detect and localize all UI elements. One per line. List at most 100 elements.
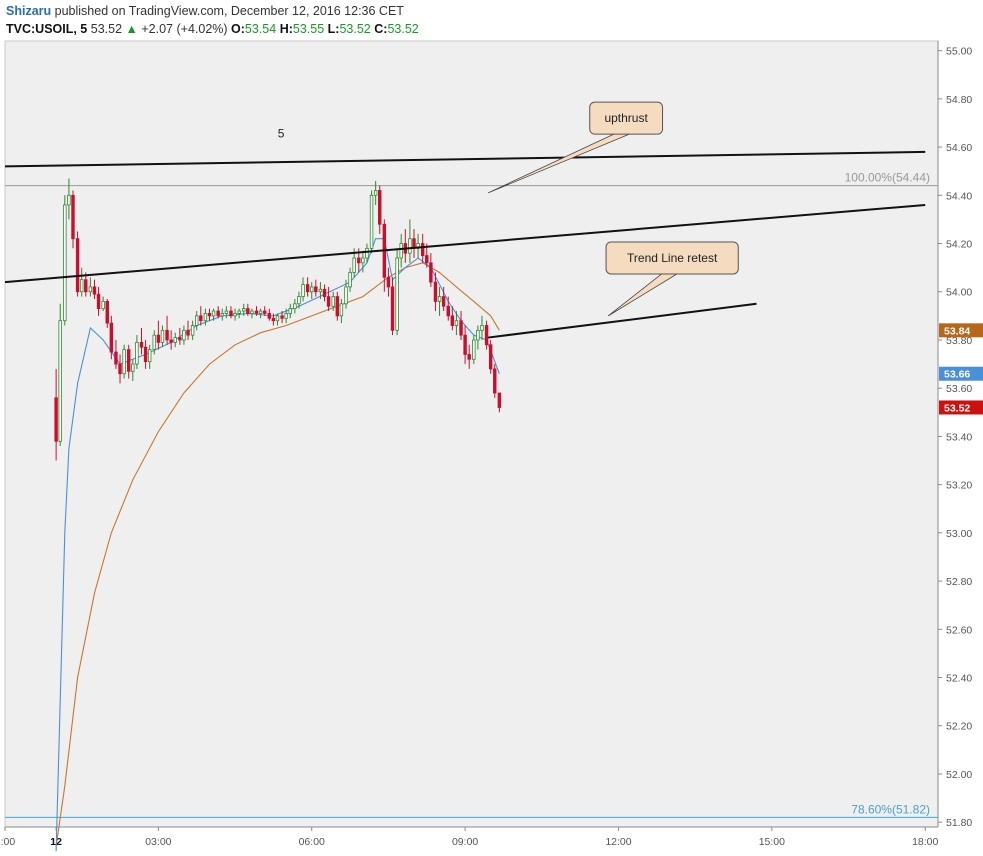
candle-body xyxy=(365,247,369,259)
candle-body xyxy=(267,313,272,319)
y-tick-label: 52.60 xyxy=(946,624,972,636)
candle-body xyxy=(216,310,220,317)
author-link[interactable]: Shizaru xyxy=(6,4,52,18)
candle-body xyxy=(114,351,118,365)
price-label-badge xyxy=(939,400,983,415)
candle-body xyxy=(463,334,467,355)
candle-body xyxy=(152,334,156,351)
candle-body xyxy=(373,190,378,196)
high-value: 53.55 xyxy=(292,22,325,36)
candle-body xyxy=(437,296,442,302)
y-tick-label: 52.80 xyxy=(946,576,972,588)
candle-body xyxy=(182,329,186,341)
x-tick-label: 18:00 xyxy=(912,836,938,848)
candle-body xyxy=(254,310,259,314)
candle-body xyxy=(476,329,480,341)
symbol-label[interactable]: TVC:USOIL, 5 xyxy=(6,22,88,36)
candle-body xyxy=(109,322,114,353)
candle-body xyxy=(399,243,403,259)
candle-body xyxy=(84,279,88,293)
candle-body xyxy=(335,296,340,317)
candle-body xyxy=(250,310,254,314)
candle-body xyxy=(467,354,471,360)
y-tick-label: 54.60 xyxy=(946,142,972,154)
candle-body xyxy=(118,363,122,375)
candle-body xyxy=(488,344,493,370)
x-tick-label: 03:00 xyxy=(145,836,171,848)
y-tick-label: 55.00 xyxy=(946,46,972,58)
candle-body xyxy=(314,286,318,293)
candle-body xyxy=(395,257,399,331)
candle-body xyxy=(67,194,71,206)
candle-body xyxy=(318,288,323,293)
y-tick-label: 52.20 xyxy=(946,721,972,733)
candle-body xyxy=(297,296,301,305)
callout-box xyxy=(589,101,664,135)
candle-body xyxy=(92,286,97,295)
candle-body xyxy=(459,320,463,336)
change-value: +2.07 (+4.02%) xyxy=(141,22,228,36)
candle-body xyxy=(454,320,459,326)
candle-body xyxy=(408,238,412,254)
low-label: L: xyxy=(327,22,340,36)
candle-body xyxy=(131,363,135,372)
plot-area xyxy=(4,40,939,828)
candle-body xyxy=(326,296,331,307)
candle-body xyxy=(357,257,361,264)
candle-body xyxy=(127,349,131,372)
publish-line: Shizaru published on TradingView.com, De… xyxy=(6,2,926,20)
candle-body xyxy=(54,397,58,442)
price-label-text: 53.66 xyxy=(944,369,970,381)
candle-body xyxy=(288,308,292,314)
candle-body xyxy=(484,325,489,346)
price-label-text: 53.84 xyxy=(944,325,970,337)
candle-body xyxy=(173,337,177,343)
published-text: published on TradingView.com, December 1… xyxy=(54,4,404,18)
candle-body xyxy=(446,305,450,317)
candle-body xyxy=(58,320,62,442)
candle-body xyxy=(79,279,84,293)
y-tick-label: 53.40 xyxy=(946,431,972,443)
candle-body xyxy=(310,286,314,293)
x-tick-label: 06:00 xyxy=(299,836,325,848)
y-tick-label: 52.40 xyxy=(946,673,972,685)
candle-body xyxy=(284,313,288,319)
close-label: C: xyxy=(374,22,388,36)
y-tick-label: 53.20 xyxy=(946,480,972,492)
candle-body xyxy=(63,204,67,322)
candle-body xyxy=(258,310,263,314)
candle-body xyxy=(425,255,429,264)
candle-body xyxy=(101,300,105,310)
candle-body xyxy=(147,349,152,363)
fib-level-label: 78.60%(51.82) xyxy=(851,802,930,816)
x-tick-label: 1:00 xyxy=(0,836,15,848)
price-label-text: 53.52 xyxy=(944,402,970,414)
candle-body xyxy=(220,313,224,317)
candle-body xyxy=(233,313,237,317)
candle-body xyxy=(433,281,438,302)
candle-body xyxy=(71,194,75,240)
close-value: 53.52 xyxy=(387,22,419,36)
candle-body xyxy=(160,329,165,343)
callout-text: upthrust xyxy=(604,111,648,125)
candle-body xyxy=(135,341,139,365)
ohlc-line: TVC:USOIL, 5 53.52 ▲ +2.07 (+4.02%) O:53… xyxy=(6,20,926,38)
candle-body xyxy=(480,325,484,331)
candle-body xyxy=(96,293,101,310)
candle-body xyxy=(493,368,497,394)
candle-body xyxy=(441,296,446,307)
candle-body xyxy=(322,288,327,297)
price-axis xyxy=(938,41,983,827)
trend-line xyxy=(4,150,926,168)
y-tick-label: 54.00 xyxy=(946,287,972,299)
y-tick-label: 54.80 xyxy=(946,94,972,106)
candle-body xyxy=(305,284,310,293)
candle-body xyxy=(229,310,233,317)
candle-body xyxy=(497,392,502,408)
y-tick-label: 53.60 xyxy=(946,383,972,395)
candle-body xyxy=(352,257,356,273)
x-tick-label: 12:00 xyxy=(605,836,631,848)
trend-line xyxy=(487,302,757,339)
price-label-badge xyxy=(939,366,983,381)
